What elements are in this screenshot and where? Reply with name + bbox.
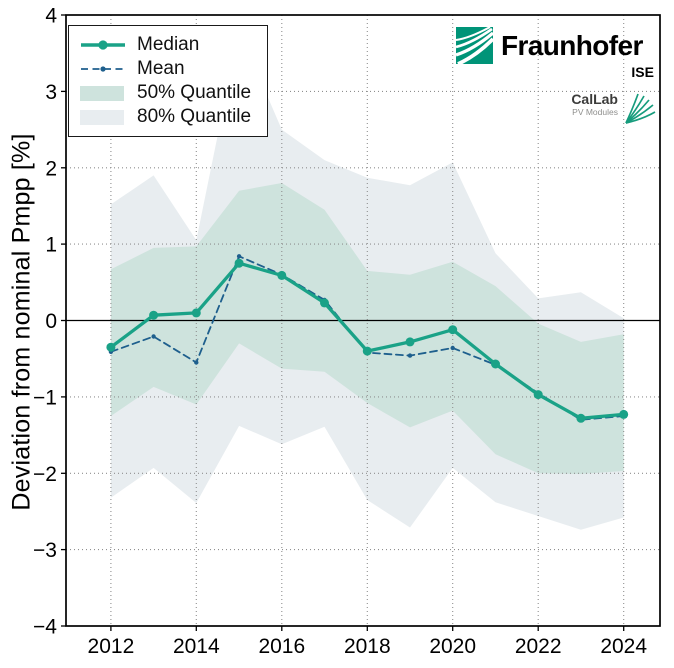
- mean-line-icon: [80, 63, 126, 75]
- fraunhofer-stripes-icon: [456, 27, 493, 64]
- legend-label-q50: 50% Quantile: [137, 82, 252, 104]
- callab-name-label: CalLab: [571, 91, 618, 107]
- legend-item-q50: 50% Quantile: [80, 82, 259, 105]
- callab-logo: CalLab PV Modules: [560, 92, 656, 126]
- svg-text:−4: −4: [33, 616, 57, 639]
- svg-text:2024: 2024: [600, 635, 647, 658]
- svg-text:2020: 2020: [429, 635, 476, 658]
- fraunhofer-wordmark: Fraunhofer: [501, 30, 643, 61]
- legend-item-mean: Mean: [80, 57, 259, 80]
- median-line-icon: [80, 39, 126, 51]
- svg-text:0: 0: [45, 310, 57, 333]
- legend-item-q80: 80% Quantile: [80, 106, 259, 129]
- svg-text:2022: 2022: [515, 635, 562, 658]
- y-axis-label: Deviation from nominal Pmpp [%]: [7, 133, 36, 511]
- callab-fan-icon: [625, 93, 656, 124]
- legend-label-mean: Mean: [137, 57, 185, 79]
- svg-text:−1: −1: [33, 386, 57, 409]
- svg-text:2: 2: [45, 157, 57, 180]
- svg-text:2014: 2014: [173, 635, 220, 658]
- svg-text:1: 1: [45, 234, 57, 257]
- legend-label-median: Median: [137, 33, 200, 55]
- fraunhofer-institute-label: ISE: [631, 64, 654, 80]
- fraunhofer-logo: Fraunhofer ISE: [456, 26, 656, 82]
- quantile50-patch-icon: [80, 85, 126, 101]
- svg-text:−2: −2: [33, 463, 57, 486]
- svg-text:−3: −3: [33, 539, 57, 562]
- svg-text:2016: 2016: [258, 635, 305, 658]
- legend: Median Mean 50% Quantile 80% Quantile: [68, 25, 268, 137]
- svg-text:2018: 2018: [344, 635, 391, 658]
- legend-item-median: Median: [80, 33, 259, 56]
- quantile80-patch-icon: [80, 109, 126, 125]
- legend-label-q80: 80% Quantile: [137, 106, 252, 128]
- callab-subtitle-label: PV Modules: [572, 107, 618, 117]
- svg-text:3: 3: [45, 81, 57, 104]
- svg-text:4: 4: [45, 5, 57, 28]
- svg-text:2012: 2012: [88, 635, 135, 658]
